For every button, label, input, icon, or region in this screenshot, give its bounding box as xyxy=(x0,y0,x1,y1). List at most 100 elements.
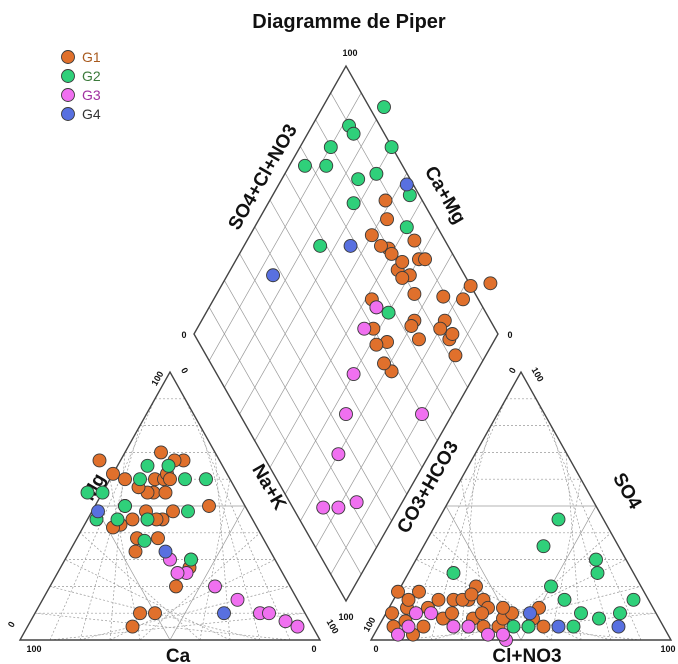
cation-point xyxy=(178,472,192,487)
legend-item-g3: G3 xyxy=(61,87,101,103)
diamond-point xyxy=(445,327,460,341)
diamond-point xyxy=(339,407,353,422)
cation-point xyxy=(133,472,147,487)
anion-point xyxy=(551,512,566,527)
cation-point xyxy=(170,566,185,580)
cation-point xyxy=(208,579,222,594)
diamond-point xyxy=(369,300,384,315)
anion-point xyxy=(401,619,416,634)
tick-co3-0: 0 xyxy=(507,366,518,375)
legend-label: G2 xyxy=(82,68,101,84)
legend-label: G3 xyxy=(82,87,101,103)
diamond-point xyxy=(395,254,410,269)
diamond-point xyxy=(346,367,361,381)
cation-point xyxy=(230,592,245,607)
chart-outlines xyxy=(18,64,673,641)
cation-point xyxy=(169,579,183,594)
anion-point xyxy=(536,539,551,554)
chart-grid xyxy=(34,92,657,641)
cation-point xyxy=(128,544,143,559)
diamond xyxy=(193,64,499,603)
diamond-point xyxy=(369,337,384,352)
tick-cl-100: 100 xyxy=(660,644,675,654)
anion-point xyxy=(446,566,461,580)
anion-point xyxy=(475,606,489,621)
tick-diamond-top-100: 100 xyxy=(342,48,357,58)
anion-point xyxy=(424,606,438,621)
cation-point xyxy=(181,504,195,519)
anion-point xyxy=(589,552,603,567)
cation-point xyxy=(278,614,293,629)
axis-label-so4-cl-no3: SO4+Cl+NO3 xyxy=(225,121,302,234)
tick-na-0: 0 xyxy=(179,366,190,375)
diamond-point xyxy=(331,500,346,515)
anion-point xyxy=(401,592,416,607)
cation-point xyxy=(118,499,132,513)
anion-point xyxy=(446,619,461,634)
cation-point xyxy=(110,512,125,527)
cation-point xyxy=(158,544,173,559)
anion-triangle xyxy=(369,370,673,641)
diamond-point xyxy=(364,228,379,243)
diamond-point xyxy=(483,276,498,291)
tick-ca-100: 100 xyxy=(26,644,41,654)
anion-point xyxy=(416,619,431,634)
anion-point xyxy=(626,592,641,607)
cation-point xyxy=(154,445,168,460)
cation-point xyxy=(158,485,173,500)
diamond-point xyxy=(412,332,426,347)
diamond-point xyxy=(399,220,414,235)
cation-point xyxy=(184,552,198,567)
cation-point xyxy=(106,466,120,481)
diamond-point xyxy=(463,278,478,293)
tick-cl-0: 0 xyxy=(373,644,378,654)
diamond-point xyxy=(357,321,372,336)
data-points xyxy=(80,100,641,647)
legend-marker xyxy=(61,50,75,64)
cation-point xyxy=(140,458,155,473)
series-g2 xyxy=(80,100,641,634)
diamond-point xyxy=(316,500,331,515)
tick-ca-0: 0 xyxy=(311,644,316,654)
anion-point xyxy=(431,592,446,607)
anion-point xyxy=(385,606,399,621)
anion-point xyxy=(523,606,537,621)
diamond-point xyxy=(369,166,384,181)
cation-point xyxy=(161,458,176,473)
legend: G1 G2 G3 G4 xyxy=(61,49,101,122)
diamond-point xyxy=(436,289,451,304)
diamond-point xyxy=(266,268,280,283)
diamond-point xyxy=(378,193,393,208)
diamond-point xyxy=(407,233,422,248)
legend-label: G4 xyxy=(82,106,101,122)
cation-point xyxy=(262,606,276,621)
cation-point xyxy=(140,512,155,527)
axis-label-ca-mg: Ca+Mg xyxy=(420,163,470,228)
cation-point xyxy=(199,472,213,487)
cation-point xyxy=(166,504,180,519)
cation-point xyxy=(125,512,140,527)
anion-point xyxy=(481,627,495,642)
anion-point xyxy=(592,611,606,626)
axis-label-na-k: Na+K xyxy=(247,461,290,514)
anion-point xyxy=(551,619,566,634)
tick-so4-100: 100 xyxy=(530,365,546,383)
legend-item-g4: G4 xyxy=(61,106,101,122)
diamond-point xyxy=(374,238,388,253)
diamond-point xyxy=(418,252,432,267)
cation-point xyxy=(148,606,162,621)
axis-label-cl-no3: Cl+NO3 xyxy=(492,646,561,664)
diamond-point xyxy=(448,348,463,363)
anion-point xyxy=(496,600,510,615)
legend-item-g1: G1 xyxy=(61,49,101,65)
cation-point xyxy=(133,606,147,621)
diamond-point xyxy=(377,100,391,115)
legend-marker xyxy=(61,88,75,102)
axis-label-ca: Ca xyxy=(166,646,191,664)
diamond-point xyxy=(395,270,410,285)
legend-marker xyxy=(61,107,75,121)
tick-mg-0: 0 xyxy=(6,620,17,629)
diamond-point xyxy=(384,140,399,155)
diamond-point xyxy=(404,319,419,333)
